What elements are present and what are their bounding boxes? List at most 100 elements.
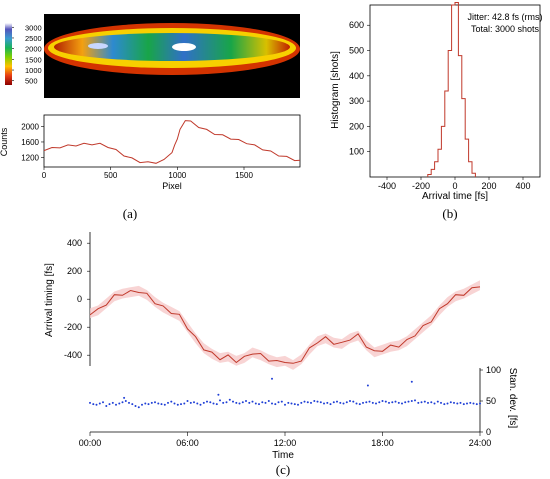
panel-b-xlabel: Arrival time [fs]	[422, 191, 488, 202]
std-dev-point	[118, 402, 121, 405]
std-dev-point	[180, 403, 182, 406]
panel-b-ylabel: Histogram [shots]	[330, 51, 341, 129]
panel-a-caption: (a)	[123, 206, 137, 221]
std-dev-point	[209, 401, 212, 404]
colorbar	[5, 23, 12, 85]
panel-b-xtick-label: 400	[515, 181, 530, 191]
std-dev-point	[261, 401, 264, 404]
std-dev-point	[225, 401, 228, 404]
std-dev-point	[217, 393, 220, 396]
std-dev-point	[284, 403, 286, 406]
std-dev-point	[267, 400, 270, 402]
std-dev-point	[264, 401, 267, 404]
std-dev-point	[206, 400, 208, 403]
std-dev-point	[193, 401, 195, 404]
std-dev-point	[92, 403, 95, 406]
histogram-outline	[427, 2, 476, 177]
std-dev-point	[141, 403, 143, 406]
panel-b-ytick-label: 100	[349, 147, 364, 157]
std-dev-point	[134, 405, 137, 407]
std-dev-point	[150, 401, 153, 404]
std-dev-point	[440, 401, 442, 404]
panel-c-timeseries: Arrival timing [fs] Time Stan. dev. [fs]…	[44, 232, 518, 477]
std-dev-point	[123, 396, 126, 399]
std-dev-point	[456, 402, 459, 405]
panel-a-xtick-label: 500	[104, 171, 118, 180]
std-dev-point	[407, 400, 410, 403]
std-dev-point	[368, 400, 371, 403]
std-dev-point	[222, 401, 225, 404]
std-dev-point	[306, 401, 309, 404]
std-dev-point	[427, 401, 429, 404]
std-dev-point	[459, 401, 462, 404]
panel-b-ytick-label: 500	[349, 46, 364, 56]
panel-a-line-chart: Counts Pixel (a) 0 500 1000 1500 1200 1600 200…	[0, 114, 301, 221]
std-dev-point	[115, 403, 117, 406]
panel-b-ytick-label: 400	[349, 71, 364, 81]
panel-b-xtick-label: 0	[452, 181, 457, 191]
std-dev-point	[404, 401, 407, 404]
std-dev-point	[160, 403, 163, 406]
std-dev-point	[362, 401, 364, 404]
std-dev-point	[128, 401, 130, 404]
std-dev-point	[300, 401, 303, 404]
histogram-bar	[435, 162, 438, 177]
std-dev-point	[186, 400, 189, 402]
colorbar-tick-label: 1000	[25, 66, 42, 75]
std-dev-point	[316, 400, 319, 403]
panel-a-plot-frame	[43, 114, 301, 168]
std-dev-point	[414, 399, 416, 402]
panel-b-xtick-label: -200	[412, 181, 430, 191]
std-dev-point	[176, 403, 179, 406]
std-dev-point	[228, 398, 231, 401]
std-dev-point	[105, 405, 108, 407]
histogram-bar	[462, 99, 465, 177]
panel-a-ytick-label: 1600	[21, 138, 39, 147]
std-dev-point	[254, 402, 257, 405]
std-dev-point	[401, 402, 403, 405]
histogram-bar	[438, 149, 441, 177]
std-dev-point	[98, 402, 101, 405]
colorbar-tick-label: 2000	[25, 45, 42, 54]
panel-b-ytick-label: 200	[349, 121, 364, 131]
std-dev-point	[342, 402, 345, 405]
panel-c-ytick-label: 200	[67, 266, 82, 276]
std-dev-point	[430, 401, 433, 404]
std-dev-point	[147, 403, 150, 406]
arrival-timing-band	[90, 280, 480, 370]
panel-a-xtick-label: 1000	[168, 171, 186, 180]
std-dev-point	[95, 403, 98, 406]
std-dev-point	[124, 400, 127, 402]
std-dev-point	[297, 403, 299, 406]
histogram-bar	[445, 91, 448, 177]
std-dev-point	[326, 401, 329, 404]
panel-a-ytick-label: 1200	[21, 153, 39, 162]
std-dev-point	[423, 400, 426, 403]
panel-c-ytick-label: -200	[64, 322, 82, 332]
std-dev-point	[371, 401, 374, 404]
std-dev-point	[199, 403, 202, 406]
std-dev-point	[472, 402, 475, 405]
panel-c-ylabel: Arrival timing [fs]	[44, 263, 55, 337]
std-dev-point	[280, 400, 283, 403]
std-dev-point	[271, 377, 273, 380]
colorbar-tick-label: 3000	[25, 23, 42, 32]
std-dev-point	[332, 401, 335, 404]
panel-c-xtick-label: 12:00	[274, 438, 297, 448]
panel-a-ylabel: Counts	[0, 127, 9, 156]
std-dev-point	[248, 401, 251, 404]
histogram-bar	[448, 51, 451, 177]
std-dev-point	[313, 400, 316, 402]
std-dev-point	[410, 380, 413, 383]
std-dev-point	[277, 401, 280, 404]
panel-c-xtick-label: 06:00	[176, 438, 199, 448]
std-dev-point	[293, 403, 296, 406]
histogram-bar	[458, 56, 461, 177]
std-dev-point	[167, 401, 169, 404]
std-dev-point	[339, 401, 342, 404]
std-dev-point	[232, 400, 234, 403]
std-dev-point	[154, 401, 156, 404]
panel-a-counts-line	[43, 120, 301, 164]
std-dev-point	[241, 401, 244, 404]
